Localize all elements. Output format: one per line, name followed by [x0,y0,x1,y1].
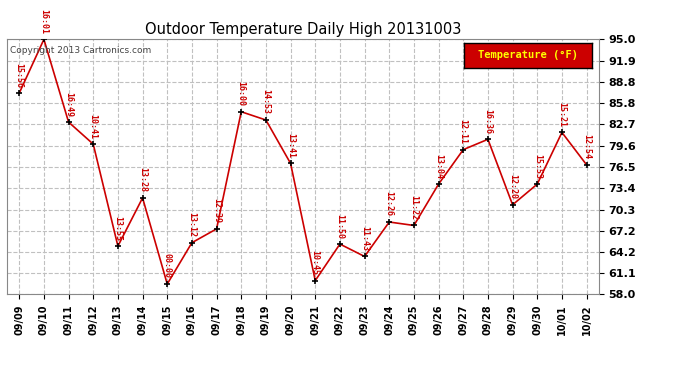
Text: 11:50: 11:50 [335,213,344,238]
Text: 16:00: 16:00 [237,81,246,106]
Text: 11:43: 11:43 [360,226,369,251]
Text: 14:53: 14:53 [262,90,270,114]
Text: 12:54: 12:54 [582,134,591,159]
Text: 12:11: 12:11 [459,119,468,144]
Text: 00:00: 00:00 [163,254,172,279]
Text: 15:56: 15:56 [14,63,23,88]
Text: 16:01: 16:01 [39,9,48,34]
Text: 13:04: 13:04 [434,153,443,178]
Text: 16:36: 16:36 [484,109,493,134]
Text: 15:21: 15:21 [558,102,566,127]
Text: 12:26: 12:26 [385,192,394,216]
Text: 10:41: 10:41 [89,114,98,139]
Text: 13:41: 13:41 [286,133,295,158]
Text: 11:22: 11:22 [409,195,418,220]
Text: 10:45: 10:45 [310,250,319,275]
Title: Outdoor Temperature Daily High 20131003: Outdoor Temperature Daily High 20131003 [145,22,461,37]
Text: 16:49: 16:49 [64,92,73,117]
Text: 15:53: 15:53 [533,153,542,178]
Text: Temperature (°F): Temperature (°F) [478,50,578,60]
Text: 12:20: 12:20 [508,174,517,199]
Text: Copyright 2013 Cartronics.com: Copyright 2013 Cartronics.com [10,46,151,55]
Text: 13:28: 13:28 [138,167,147,192]
Text: 13:55: 13:55 [113,216,122,241]
Text: 13:12: 13:12 [188,212,197,237]
Text: 12:39: 12:39 [212,198,221,223]
